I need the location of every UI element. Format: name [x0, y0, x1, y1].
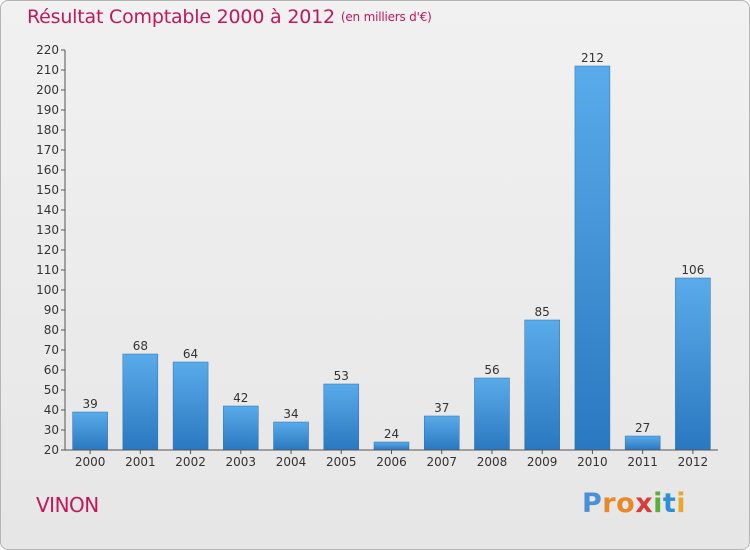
bar-value-label: 56	[484, 363, 499, 377]
x-tick-label: 2001	[125, 455, 156, 469]
place-name: VINON	[36, 493, 99, 517]
x-tick-label: 2005	[326, 455, 357, 469]
bar-2005	[323, 383, 360, 451]
x-tick-label: 2003	[226, 455, 257, 469]
x-tick-label: 2010	[577, 455, 608, 469]
y-tick-label: 60	[44, 363, 59, 377]
proxiti-logo[interactable]: Proxiti	[582, 488, 686, 519]
bar-2006	[373, 441, 410, 451]
logo-letter: i	[676, 488, 687, 519]
x-tick-label: 2007	[426, 455, 457, 469]
chart-title: Résultat Comptable 2000 à 2012 (en millie…	[27, 6, 432, 28]
y-tick-label: 140	[36, 203, 59, 217]
y-tick-label: 40	[44, 403, 59, 417]
bar-2008	[474, 377, 510, 451]
bar-value-label: 27	[635, 421, 650, 435]
x-tick-label: 2006	[376, 455, 407, 469]
bar-2011	[624, 435, 661, 451]
y-tick-label: 210	[36, 63, 59, 77]
x-axis: 2000 2001 2002 2003 2004 2005 2006 2007 2008 2009…	[65, 449, 718, 469]
y-tick-label: 160	[36, 163, 59, 177]
bar-2001	[122, 353, 159, 451]
x-tick-label: 2004	[276, 455, 307, 469]
y-tick-label: 120	[36, 243, 59, 257]
bar-2003	[223, 405, 259, 451]
logo-letter: P	[582, 488, 603, 519]
x-tick-label: 2011	[627, 455, 658, 469]
logo-letter: t	[662, 488, 677, 519]
title-text: Résultat Comptable 2000 à 2012	[27, 6, 335, 28]
bar-value-label: 64	[183, 347, 198, 361]
bar-value-label: 53	[334, 369, 349, 383]
logo-letter: i	[653, 488, 663, 519]
bar-2009	[524, 319, 560, 451]
bar-value-label: 37	[434, 401, 449, 415]
bar-2007	[423, 415, 460, 451]
y-tick-label: 190	[36, 103, 59, 117]
y-tick-label: 220	[36, 43, 59, 57]
bar-value-label: 34	[283, 407, 298, 421]
y-tick-label: 180	[36, 123, 59, 137]
bar-value-label: 85	[535, 305, 550, 319]
bar-value-label: 212	[581, 51, 604, 65]
x-tick-label: 2012	[678, 455, 709, 469]
bar-value-label: 68	[133, 339, 148, 353]
bar-2004	[273, 421, 309, 451]
y-tick-label: 150	[36, 183, 59, 197]
bar-value-label: 24	[384, 427, 399, 441]
y-tick-label: 80	[44, 323, 59, 337]
x-tick-label: 2000	[75, 455, 106, 469]
bars-group: 39 68 64 42 34 53 24 37 56 85 212 27 106	[72, 51, 711, 451]
bar-2000	[72, 411, 108, 451]
y-tick-label: 170	[36, 143, 59, 157]
bar-value-label: 39	[82, 397, 97, 411]
y-tick-label: 110	[36, 263, 59, 277]
y-tick-label: 70	[44, 343, 59, 357]
y-tick-label: 30	[44, 423, 59, 437]
chart-subtitle: (en milliers d'€)	[340, 10, 432, 24]
x-tick-label: 2009	[527, 455, 558, 469]
y-tick-label: 130	[36, 223, 59, 237]
bar-value-label: 106	[681, 263, 704, 277]
y-axis: 20 30 40 50 60 70 80 90 100 110 120 130 140 150 160 170…	[36, 43, 66, 457]
y-tick-label: 50	[44, 383, 59, 397]
x-tick-label: 2008	[477, 455, 508, 469]
bar-value-label: 42	[233, 391, 248, 405]
y-tick-label: 200	[36, 83, 59, 97]
logo-letter: x	[635, 488, 654, 519]
y-tick-label: 20	[44, 443, 59, 457]
bar-2012	[675, 277, 711, 451]
y-tick-label: 90	[44, 303, 59, 317]
bar-2010	[574, 65, 611, 451]
logo-letter: r	[602, 488, 617, 519]
bar-2002	[172, 361, 209, 451]
logo-letter: o	[616, 488, 636, 519]
x-tick-label: 2002	[175, 455, 206, 469]
y-tick-label: 100	[36, 283, 59, 297]
